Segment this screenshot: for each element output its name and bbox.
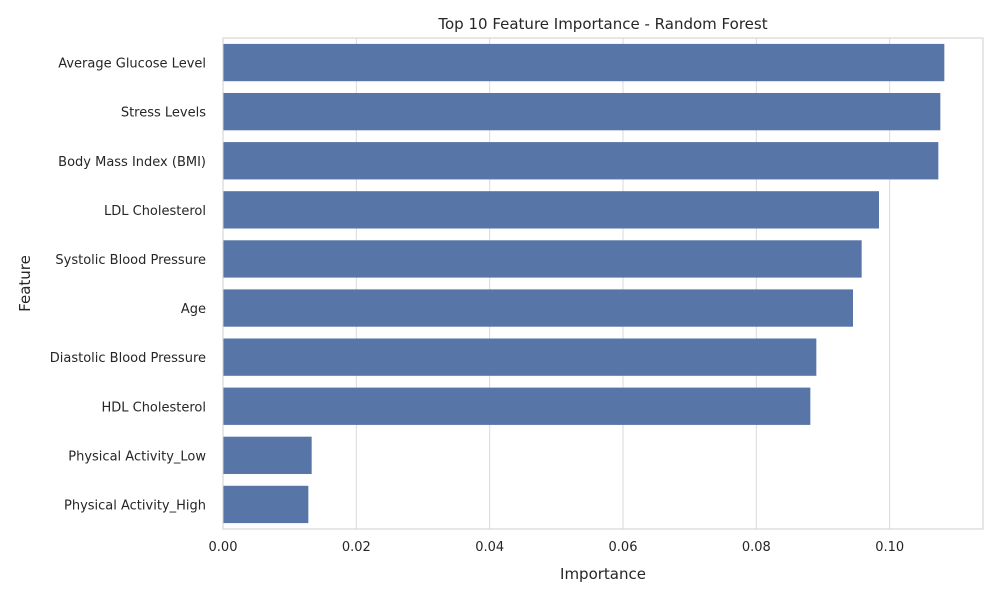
x-axis-label: Importance — [560, 565, 646, 583]
y-category-label: Average Glucose Level — [58, 57, 206, 72]
bar — [223, 387, 811, 425]
bar — [223, 142, 939, 180]
label-layer: 0.00 0.02 0.04 0.06 0.08 0.10 Average Glucose … — [50, 57, 904, 555]
y-category-label: Age — [181, 302, 206, 317]
x-tick-label: 0.10 — [875, 540, 904, 555]
bar — [223, 191, 879, 229]
bar — [223, 240, 862, 278]
bar — [223, 43, 945, 82]
frame-layer — [222, 37, 984, 530]
y-axis-label: Feature — [16, 255, 34, 312]
y-category-label: LDL Cholesterol — [104, 204, 206, 219]
x-tick-label: 0.04 — [475, 540, 504, 555]
bar — [223, 485, 309, 524]
y-category-label: Systolic Blood Pressure — [55, 253, 206, 268]
y-category-label: Body Mass Index (BMI) — [58, 155, 206, 170]
bar — [223, 289, 853, 327]
bar — [223, 338, 817, 376]
y-category-label: Stress Levels — [121, 106, 206, 121]
y-category-label: Physical Activity_High — [64, 498, 206, 513]
x-tick-label: 0.02 — [342, 540, 371, 555]
bar — [223, 92, 941, 131]
chart-title: Top 10 Feature Importance - Random Fores… — [437, 15, 767, 33]
y-category-label: HDL Cholesterol — [101, 400, 206, 415]
y-category-label: Physical Activity_Low — [68, 449, 206, 464]
plot-frame — [222, 37, 984, 530]
x-tick-label: 0.00 — [209, 540, 238, 555]
y-category-label: Diastolic Blood Pressure — [50, 351, 206, 366]
bar — [223, 436, 312, 475]
x-tick-label: 0.06 — [609, 540, 638, 555]
x-tick-label: 0.08 — [742, 540, 771, 555]
bar-layer — [223, 43, 945, 524]
